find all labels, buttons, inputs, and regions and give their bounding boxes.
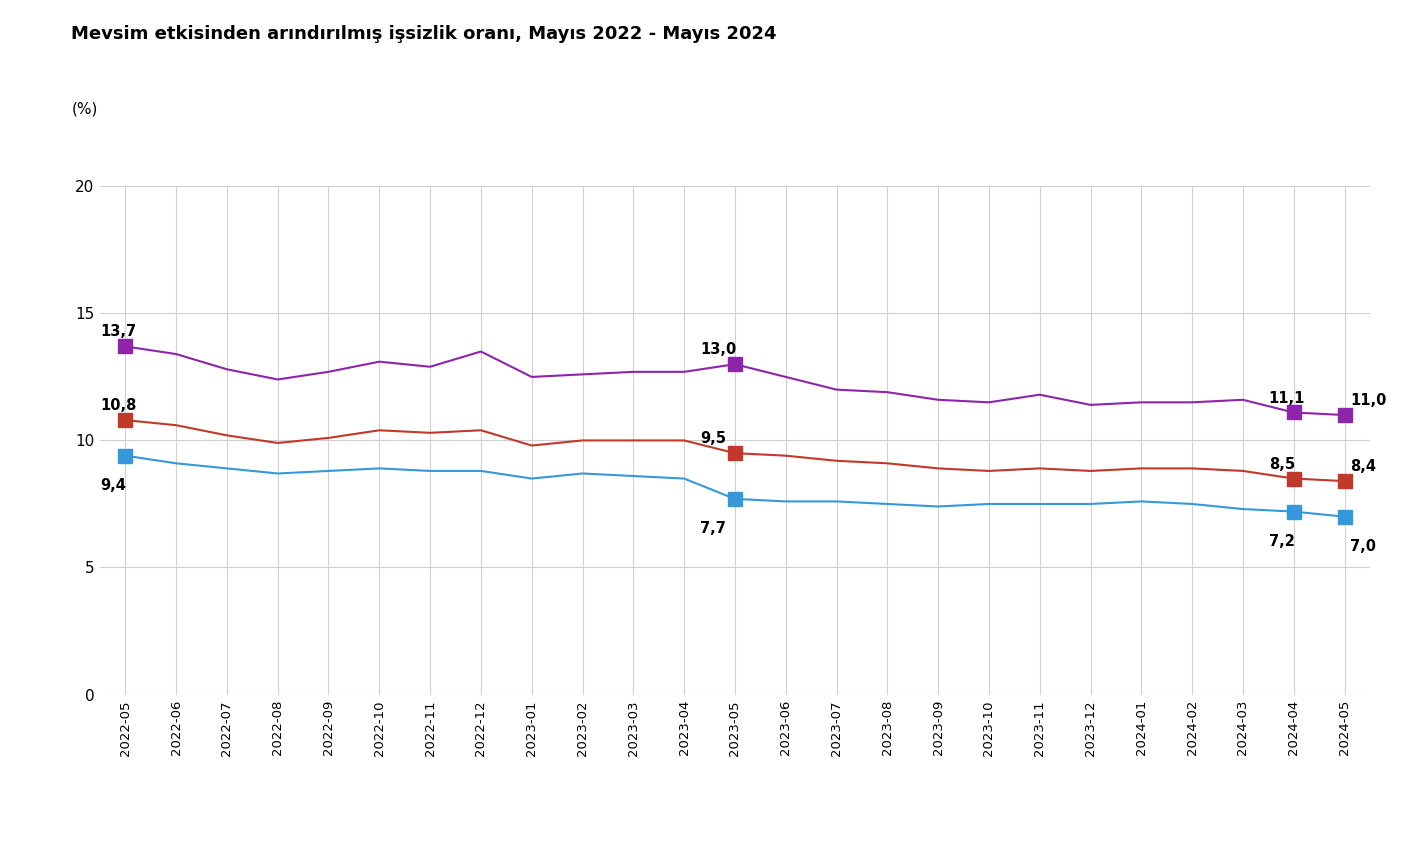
Text: 11,1: 11,1 xyxy=(1269,390,1306,406)
Text: 8,4: 8,4 xyxy=(1350,459,1376,474)
Text: 13,7: 13,7 xyxy=(100,324,137,340)
Text: 9,5: 9,5 xyxy=(701,431,726,446)
Text: 7,0: 7,0 xyxy=(1350,539,1376,554)
Text: 10,8: 10,8 xyxy=(100,398,137,413)
Text: 7,2: 7,2 xyxy=(1269,534,1294,549)
Text: 8,5: 8,5 xyxy=(1269,457,1294,472)
Text: 9,4: 9,4 xyxy=(100,478,126,493)
Text: 7,7: 7,7 xyxy=(701,521,726,536)
Text: 13,0: 13,0 xyxy=(701,342,736,357)
Text: 11,0: 11,0 xyxy=(1350,393,1387,408)
Text: Mevsim etkisinden arındırılmış işsizlik oranı, Mayıs 2022 - Mayıs 2024: Mevsim etkisinden arındırılmış işsizlik … xyxy=(71,25,776,43)
Text: (%): (%) xyxy=(71,102,97,117)
